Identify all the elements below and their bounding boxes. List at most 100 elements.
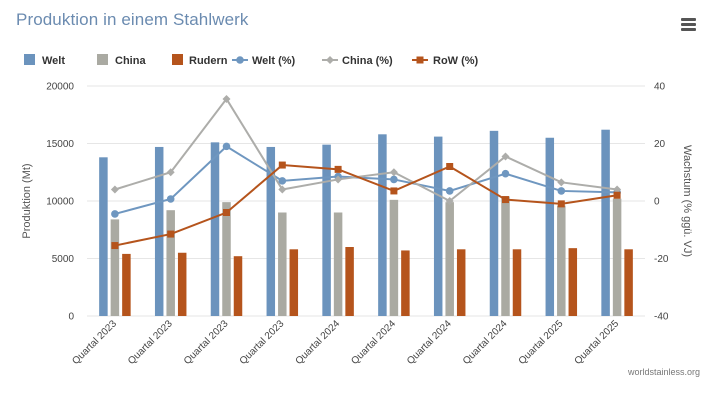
row-pct-marker: [557, 200, 565, 208]
y-axis-title: Produktion (Mt): [21, 163, 33, 238]
x-category-label: Quartal 2024: [405, 318, 454, 367]
x-category-label: Quartal 2025: [517, 318, 566, 367]
china-pct-marker: [334, 175, 343, 184]
china-pct-marker: [166, 168, 175, 177]
china-pct-marker: [557, 178, 566, 187]
bar-rudern: [233, 256, 243, 316]
y2-tick-label: 0: [654, 197, 660, 208]
legend-marker: [416, 56, 424, 64]
x-category-label: Quartal 2023: [70, 318, 119, 367]
y2-tick-label: -40: [654, 312, 669, 323]
x-category-label: Quartal 2025: [573, 318, 622, 367]
bar-welt: [378, 134, 387, 316]
y2-tick-label: 40: [654, 82, 666, 93]
bar-rudern: [289, 249, 299, 316]
china-pct-marker: [501, 152, 510, 161]
bar-welt: [433, 136, 443, 316]
y2-tick-label: 20: [654, 139, 666, 150]
bar-china: [278, 212, 287, 316]
bar-rudern: [177, 252, 187, 316]
legend-label: Welt (%): [252, 55, 296, 67]
y-tick-label: 5000: [52, 254, 75, 265]
bar-welt: [322, 144, 331, 316]
legend-swatch[interactable]: [24, 54, 35, 65]
china-pct-marker: [613, 185, 622, 194]
row-pct-marker: [334, 165, 342, 173]
y-tick-label: 10000: [46, 197, 74, 208]
row-pct-marker: [613, 191, 621, 199]
bar-china: [166, 210, 175, 316]
china-pct-marker: [389, 168, 398, 177]
bar-welt: [601, 129, 610, 316]
bar-rudern: [401, 250, 410, 316]
row-pct-marker: [223, 209, 230, 216]
bar-china: [110, 219, 120, 316]
x-category-label: Quartal 2024: [461, 318, 510, 367]
bar-rudern: [624, 249, 633, 316]
x-category-label: Quartal 2024: [349, 318, 398, 367]
bar-rudern: [512, 249, 522, 316]
y-tick-label: 0: [68, 312, 74, 323]
bar-china: [389, 199, 399, 316]
row-pct-marker: [446, 163, 454, 170]
x-category-label: Quartal 2023: [126, 318, 175, 367]
x-category-label: Quartal 2023: [182, 318, 231, 367]
credit-text: worldstainless.org: [627, 367, 700, 377]
row-pct-line: [114, 164, 618, 247]
legend-swatch[interactable]: [172, 54, 183, 65]
y-tick-label: 15000: [46, 139, 74, 150]
china-pct-marker: [445, 197, 454, 205]
y-tick-label: 20000: [46, 82, 74, 93]
welt-pct-marker: [557, 187, 566, 195]
welt-pct-marker: [501, 169, 510, 178]
china-pct-line: [114, 97, 618, 203]
welt-pct-marker: [166, 195, 175, 203]
hamburger-menu-icon[interactable]: [679, 14, 699, 34]
legend-label: RoW (%): [433, 55, 479, 67]
bar-welt: [266, 146, 276, 316]
bar-welt: [154, 146, 164, 316]
bar-rudern: [345, 247, 354, 316]
legend-marker: [326, 56, 334, 64]
bar-rudern: [122, 253, 131, 316]
welt-pct-marker: [278, 177, 287, 185]
legend-label: China: [115, 55, 146, 67]
bar-china: [557, 205, 566, 316]
welt-pct-marker: [390, 175, 398, 184]
y2-tick-label: -20: [654, 254, 669, 265]
x-category-label: Quartal 2023: [238, 318, 287, 367]
row-pct-marker: [278, 161, 286, 169]
bar-china: [222, 202, 231, 316]
bar-welt: [489, 130, 499, 316]
bar-welt: [210, 142, 220, 316]
y2-axis-title: Wachstum (% ggü. VJ): [681, 145, 693, 257]
row-pct-marker: [502, 196, 509, 204]
welt-pct-line: [114, 145, 618, 215]
bar-china: [445, 202, 454, 316]
legend-label: Welt: [42, 55, 65, 67]
bar-china: [333, 212, 343, 316]
bar-china: [501, 196, 510, 316]
row-pct-marker: [390, 187, 398, 195]
legend-marker: [236, 56, 244, 64]
welt-pct-marker: [222, 142, 231, 151]
welt-pct-marker: [445, 187, 454, 195]
china-pct-marker: [278, 185, 287, 194]
row-pct-marker: [167, 230, 175, 238]
bar-welt: [545, 137, 555, 316]
legend-swatch[interactable]: [97, 54, 108, 65]
x-category-label: Quartal 2024: [294, 318, 343, 367]
bar-china: [612, 198, 622, 316]
chart-title: Produktion in einem Stahlwerk: [16, 10, 249, 29]
legend-label: China (%): [342, 55, 393, 67]
welt-pct-marker: [111, 210, 119, 218]
china-pct-marker: [222, 94, 231, 103]
china-pct-marker: [110, 185, 119, 194]
bar-rudern: [456, 249, 466, 316]
row-pct-marker: [111, 242, 119, 250]
bar-rudern: [568, 248, 578, 316]
legend-label: Rudern: [189, 55, 228, 67]
bar-welt: [99, 157, 108, 316]
